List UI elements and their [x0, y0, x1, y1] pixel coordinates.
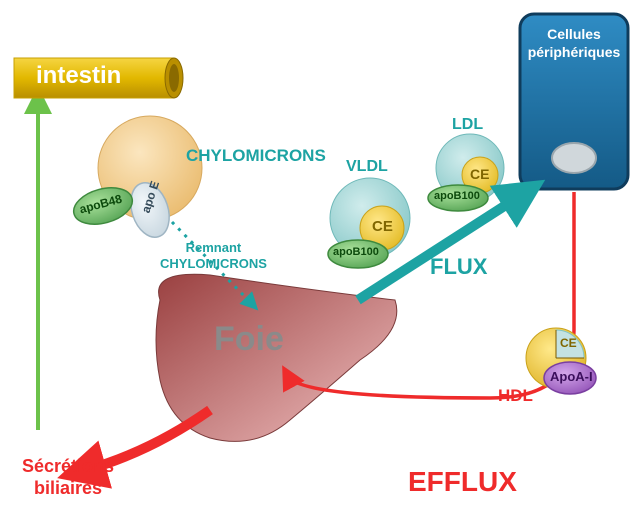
intestin-label: intestin: [36, 62, 121, 90]
chylomicrons-label: CHYLOMICRONS: [186, 146, 326, 166]
vldl-apob-label: apoB100: [333, 246, 379, 258]
ldl-ce-label: CE: [470, 166, 489, 182]
hdl-label: HDL: [498, 386, 533, 406]
ldl-apob-label: apoB100: [434, 190, 480, 202]
secretions-label: Sécrétionsbiliaires: [8, 456, 128, 499]
apoai-label: ApoA-I: [550, 369, 593, 384]
remnant-line1: Remnant CHYLOMICRONS: [160, 240, 267, 271]
vldl-ce-label: CE: [372, 218, 393, 235]
flux-label: FLUX: [430, 254, 487, 280]
foie-label: Foie: [214, 320, 284, 359]
cells-label: Cellulespériphériques: [524, 26, 624, 61]
remnant-label: Remnant CHYLOMICRONS: [160, 240, 267, 271]
ldl-label: LDL: [452, 116, 483, 134]
efflux-label: EFFLUX: [408, 466, 517, 498]
hdl-ce-label: CE: [560, 336, 577, 350]
vldl-label: VLDL: [346, 158, 388, 176]
